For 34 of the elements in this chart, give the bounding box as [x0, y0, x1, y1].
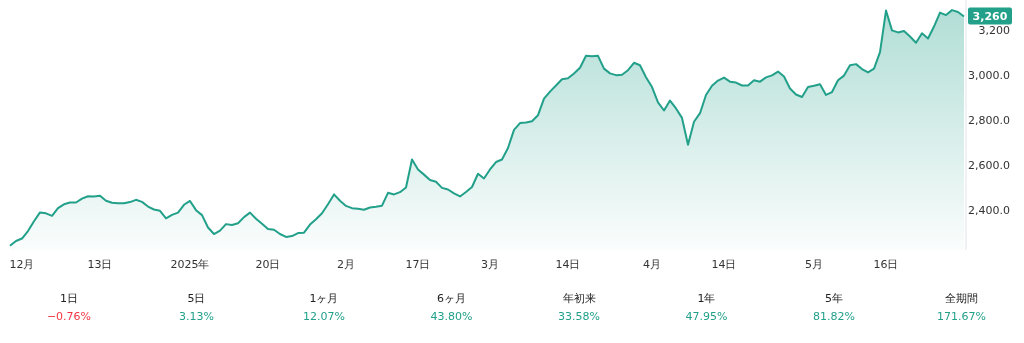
y-tick-label: 3,200: [978, 23, 1010, 37]
text: 1ヶ月: [309, 292, 339, 305]
x-tick-label: 2025年: [170, 258, 210, 271]
text: 年初来: [562, 292, 596, 305]
x-tick-label: 20日: [255, 258, 281, 271]
y-tick-label: 2,600.0: [968, 158, 1010, 172]
y-tick-label: 2,400.0: [968, 203, 1010, 217]
text: 43.80%: [430, 310, 473, 323]
text: 6ヶ月: [437, 292, 466, 305]
x-tick-label: 3月: [481, 258, 499, 271]
annotation: 3,260: [972, 10, 1008, 24]
x-tick-label: 14日: [711, 258, 737, 271]
text: 3.13%: [179, 310, 214, 323]
text: 171.67%: [937, 310, 986, 323]
x-tick-label: 13日: [87, 258, 113, 271]
text: 1日: [60, 292, 78, 305]
text: 5日: [187, 292, 206, 305]
text: 全期間: [945, 292, 978, 305]
x-tick-label: 14日: [555, 258, 581, 271]
x-tick-label: 2月: [337, 258, 355, 271]
x-tick-label: 12月: [9, 258, 35, 271]
x-tick-label: 17日: [405, 258, 431, 271]
text: 5年: [825, 292, 843, 305]
text: 47.95%: [685, 310, 728, 323]
x-tick-label: 16日: [873, 258, 899, 271]
text: −0.76%: [46, 310, 92, 323]
x-tick-label: 4月: [643, 258, 661, 271]
y-tick-label: 3,000.0: [968, 68, 1010, 82]
y-tick-label: 2,800.0: [968, 113, 1010, 127]
text: 12.07%: [303, 310, 345, 323]
text: 1年: [697, 292, 716, 305]
x-tick-label: 5月: [805, 258, 823, 271]
text: 81.82%: [813, 310, 855, 323]
text: 33.58%: [558, 310, 600, 323]
